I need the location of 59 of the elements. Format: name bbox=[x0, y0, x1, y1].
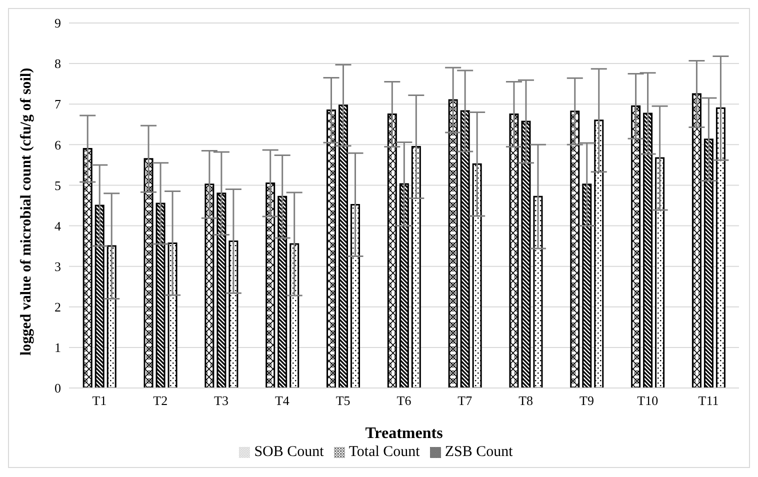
bar bbox=[460, 110, 470, 388]
bar bbox=[144, 158, 154, 388]
x-tick-label: T9 bbox=[580, 393, 594, 408]
bar bbox=[399, 183, 409, 388]
bar bbox=[106, 245, 116, 388]
x-tick-label: T8 bbox=[518, 393, 534, 408]
y-tick-label: 4 bbox=[54, 218, 62, 234]
bar bbox=[448, 99, 458, 388]
x-tick-label: T4 bbox=[274, 393, 290, 408]
y-tick-label: 0 bbox=[54, 380, 61, 396]
bar bbox=[278, 196, 288, 388]
bar bbox=[533, 196, 543, 388]
bar bbox=[716, 107, 726, 388]
y-tick-label: 9 bbox=[54, 16, 61, 31]
bar bbox=[704, 138, 714, 388]
bar bbox=[411, 146, 421, 388]
x-tick-label: T1 bbox=[92, 393, 107, 408]
y-tick-label: 8 bbox=[54, 56, 61, 72]
legend-label: Total Count bbox=[348, 444, 420, 460]
y-tick-label: 7 bbox=[54, 96, 62, 112]
bar bbox=[643, 112, 653, 388]
bar bbox=[338, 104, 348, 388]
bar bbox=[168, 242, 178, 388]
bar bbox=[472, 163, 482, 388]
y-tick-label: 1 bbox=[54, 340, 61, 356]
bar bbox=[631, 105, 641, 388]
y-axis-title: logged value of microbial count (cfu/g of soil) bbox=[18, 68, 34, 356]
bar bbox=[290, 243, 300, 388]
bar bbox=[156, 202, 166, 388]
bar bbox=[521, 120, 531, 388]
x-tick-label: T11 bbox=[698, 393, 719, 408]
x-axis-title: Treatments bbox=[365, 425, 443, 442]
x-tick-label: T6 bbox=[396, 393, 412, 408]
bar bbox=[570, 110, 580, 388]
legend-label: ZSB Count bbox=[444, 444, 513, 460]
bar bbox=[216, 192, 226, 388]
y-tick-label: 6 bbox=[54, 137, 62, 152]
x-tick-label: T3 bbox=[214, 393, 228, 408]
x-tick-label: T7 bbox=[458, 393, 473, 408]
bar bbox=[228, 240, 238, 388]
bar bbox=[94, 204, 104, 388]
y-tick-label: 3 bbox=[54, 258, 61, 274]
bar bbox=[82, 148, 92, 388]
bar bbox=[387, 114, 397, 388]
bar bbox=[326, 109, 336, 388]
bar bbox=[509, 114, 519, 388]
bar bbox=[582, 184, 592, 388]
x-tick-label: T10 bbox=[637, 393, 658, 408]
x-tick-label: T5 bbox=[336, 393, 350, 408]
y-tick-label: 2 bbox=[54, 300, 61, 315]
bar bbox=[350, 204, 360, 388]
bar bbox=[692, 93, 702, 388]
legend-label: SOB Count bbox=[254, 444, 324, 460]
bar bbox=[594, 120, 604, 388]
y-tick-label: 5 bbox=[54, 178, 61, 193]
bar bbox=[204, 184, 214, 388]
bar bbox=[266, 182, 276, 388]
x-tick-label: T2 bbox=[153, 393, 168, 408]
bar bbox=[655, 157, 665, 388]
